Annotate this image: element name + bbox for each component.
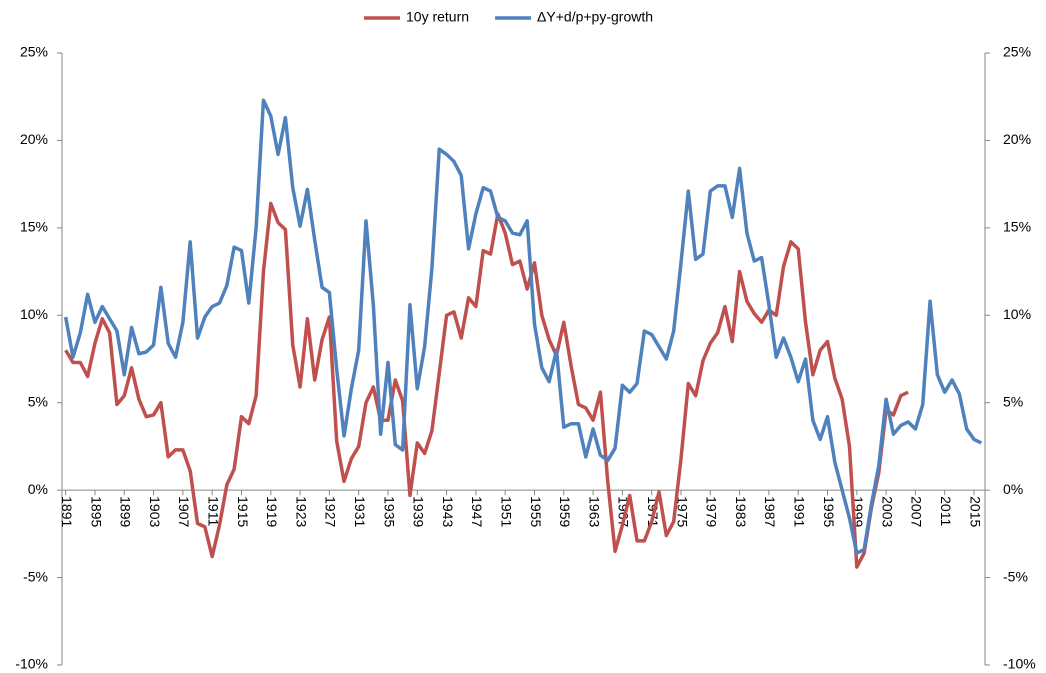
x-tick-label: 1931 <box>352 496 368 527</box>
x-tick-label: 2015 <box>967 496 983 527</box>
x-tick-label: 1991 <box>791 496 807 527</box>
x-tick-label: 1955 <box>528 496 544 527</box>
y2-tick-label: 15% <box>1003 219 1031 235</box>
x-tick-label: 1891 <box>59 496 75 527</box>
x-tick-label: 1919 <box>264 496 280 527</box>
x-tick-label: 1979 <box>704 496 720 527</box>
x-tick-label: 2003 <box>879 496 895 527</box>
y-tick-label: -5% <box>23 568 48 584</box>
y2-tick-label: 5% <box>1003 393 1023 409</box>
y2-tick-label: 10% <box>1003 306 1031 322</box>
y-tick-label: 15% <box>20 219 48 235</box>
y2-tick-label: 25% <box>1003 44 1031 60</box>
x-tick-label: 1963 <box>586 496 602 527</box>
x-tick-label: 1951 <box>498 496 514 527</box>
series-line <box>64 201 909 569</box>
x-tick-label: 1927 <box>323 496 339 527</box>
y-tick-label: 10% <box>20 306 48 322</box>
x-tick-label: 2007 <box>909 496 925 527</box>
y-tick-label: 0% <box>28 481 48 497</box>
x-tick-label: 1995 <box>821 496 837 527</box>
x-tick-label: 1943 <box>440 496 456 527</box>
x-tick-label: 1939 <box>411 496 427 527</box>
x-tick-label: 1899 <box>118 496 134 527</box>
y-tick-label: 25% <box>20 44 48 60</box>
y-tick-label: 5% <box>28 393 48 409</box>
x-tick-label: 1895 <box>88 496 104 527</box>
x-tick-label: 2011 <box>938 496 954 526</box>
x-tick-label: 1935 <box>381 496 397 527</box>
x-tick-label: 1947 <box>469 496 485 527</box>
legend-label: 10y return <box>406 9 469 25</box>
x-tick-label: 1907 <box>176 496 192 527</box>
x-tick-label: 1911 <box>205 496 221 526</box>
x-tick-label: 1959 <box>557 496 573 527</box>
x-tick-label: 1923 <box>293 496 309 527</box>
y2-tick-label: -5% <box>1003 568 1028 584</box>
y2-tick-label: 20% <box>1003 131 1031 147</box>
series-line <box>63 98 983 555</box>
x-tick-label: 1983 <box>733 496 749 527</box>
x-tick-label: 1987 <box>762 496 778 527</box>
x-tick-label: 1975 <box>674 496 690 527</box>
y-tick-label: -10% <box>15 656 48 672</box>
legend-label: ΔY+d/p+py-growth <box>537 9 653 25</box>
x-tick-label: 1915 <box>235 496 251 527</box>
y2-tick-label: -10% <box>1003 656 1036 672</box>
y-tick-label: 20% <box>20 131 48 147</box>
y2-tick-label: 0% <box>1003 481 1023 497</box>
x-tick-label: 1903 <box>147 496 163 527</box>
